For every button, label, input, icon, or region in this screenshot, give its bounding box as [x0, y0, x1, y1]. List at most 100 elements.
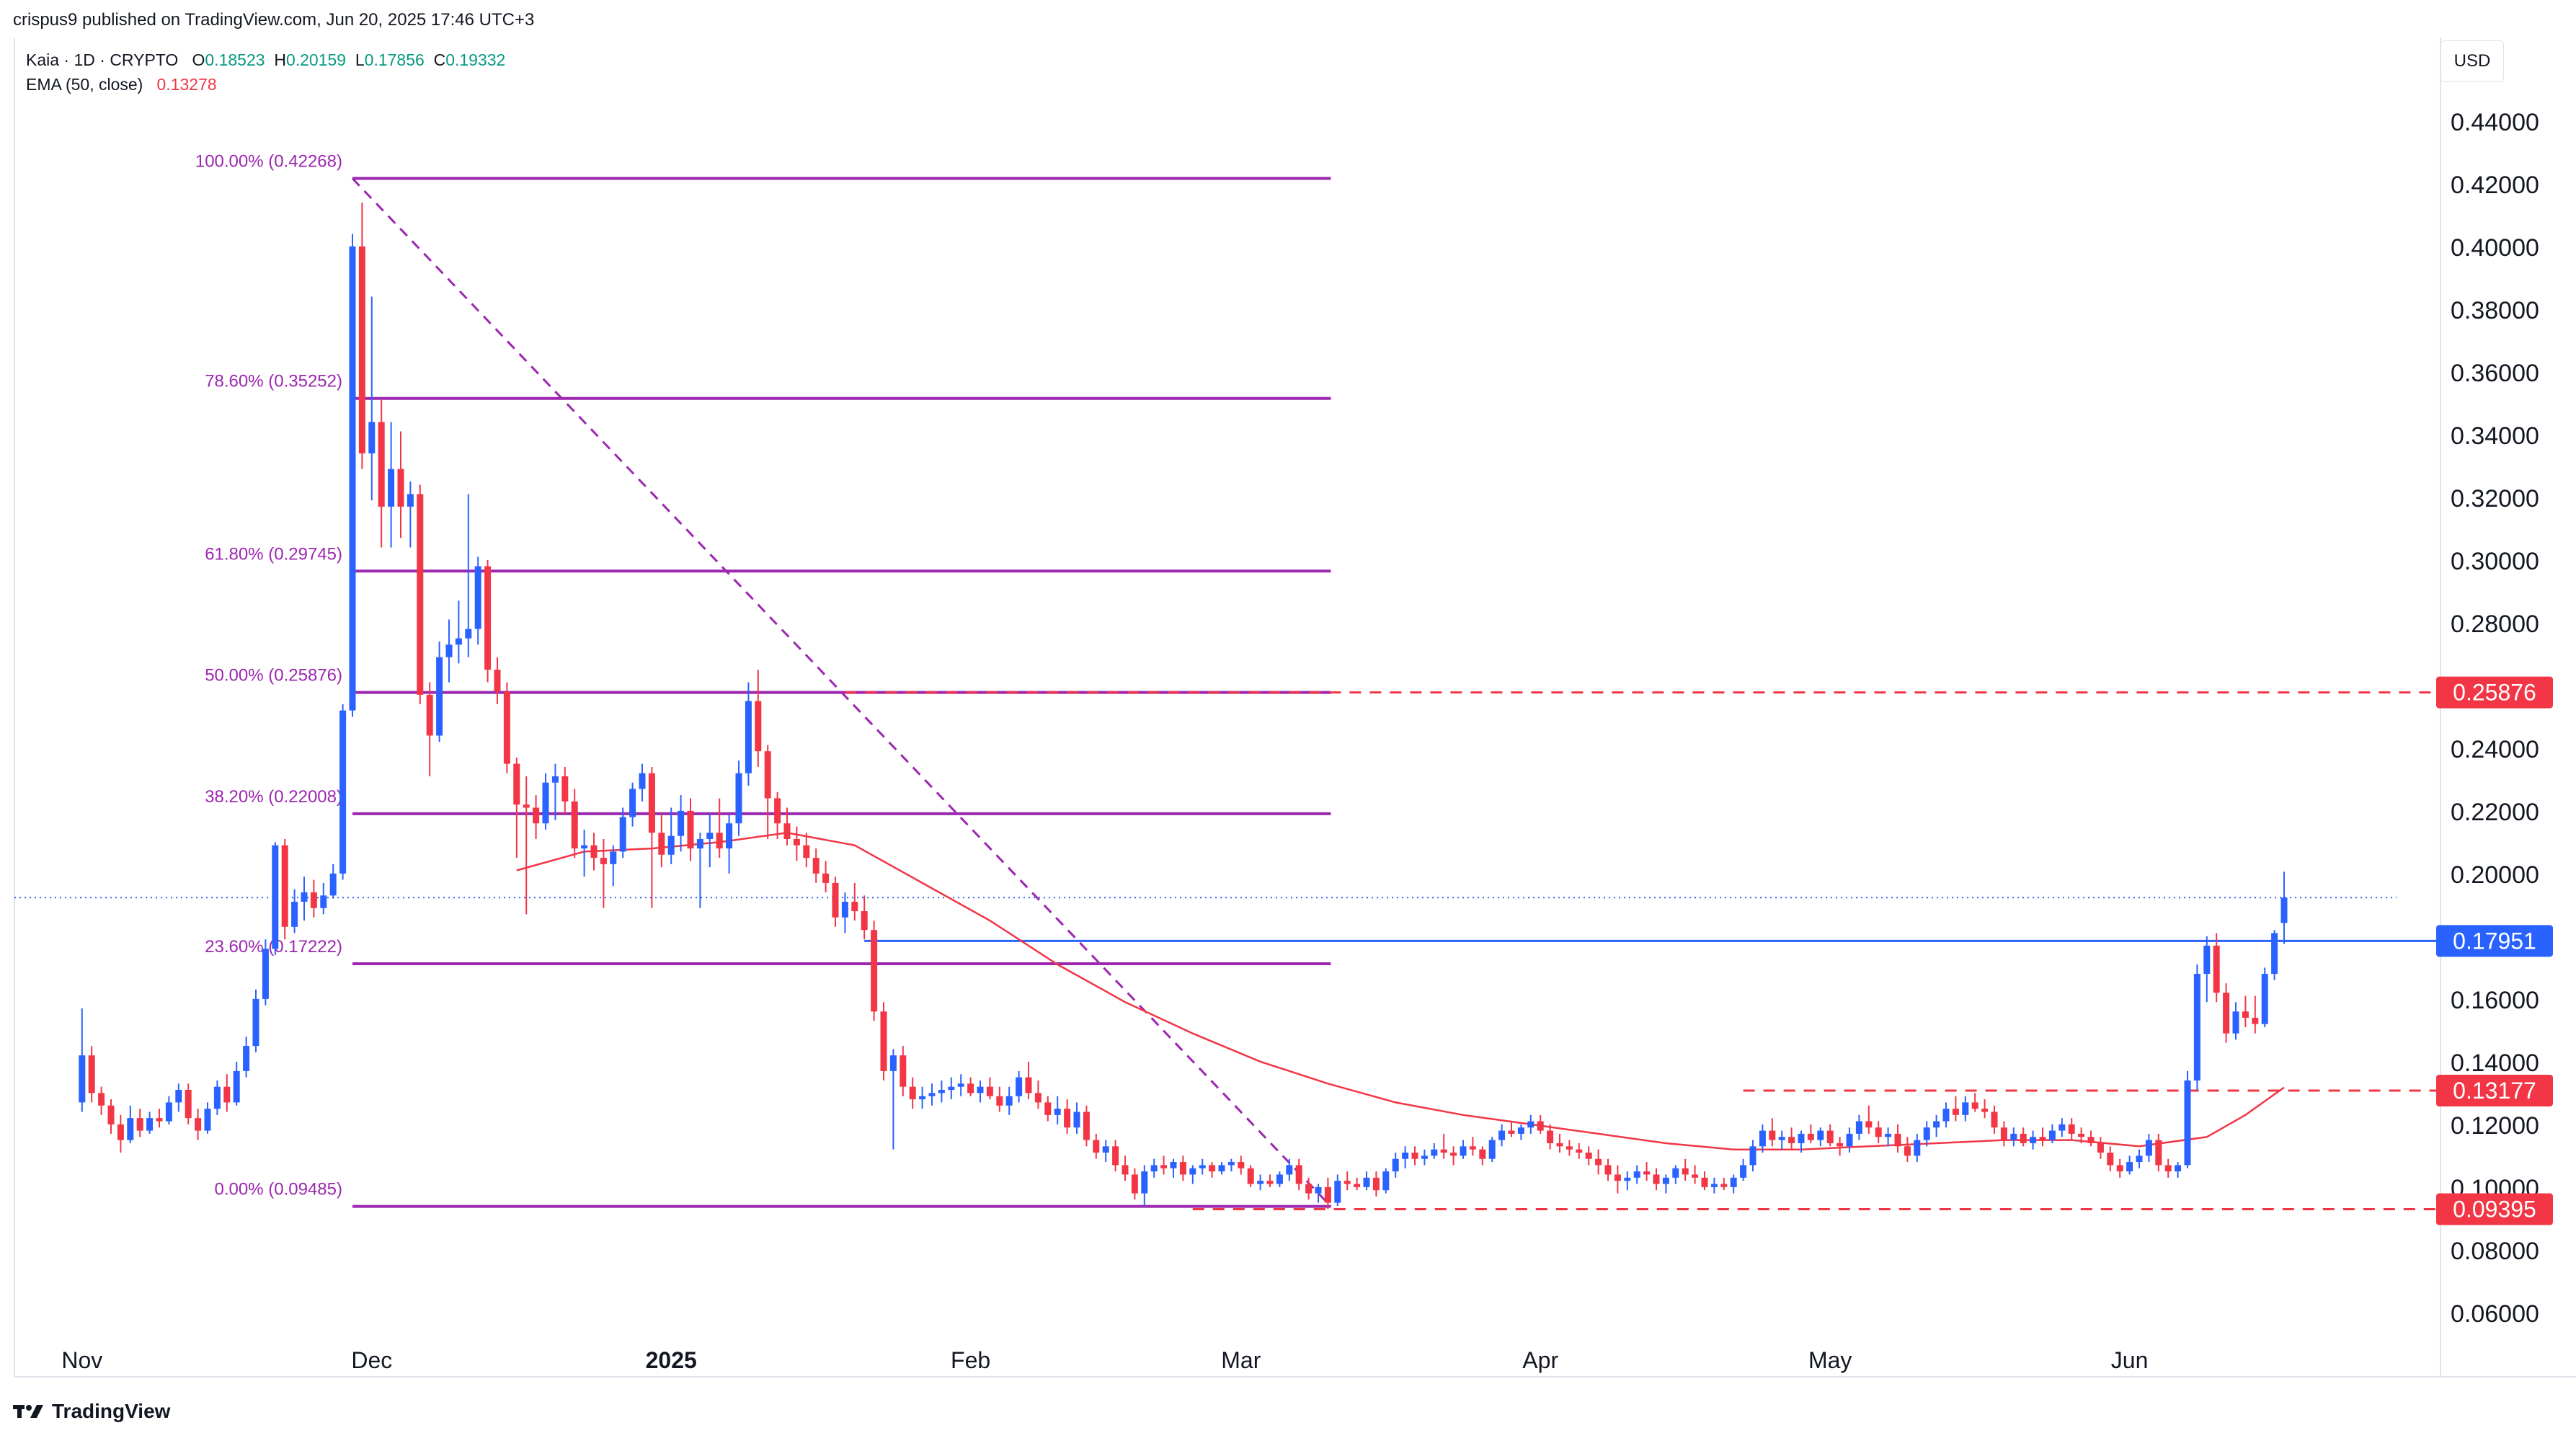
x-tick-label: Nov — [61, 1347, 102, 1373]
candle-body — [79, 1055, 86, 1103]
candle-body — [2155, 1140, 2162, 1166]
candle-body — [1662, 1177, 1669, 1184]
candle-body — [2107, 1153, 2114, 1166]
candle-body — [764, 751, 771, 799]
candle-body — [889, 1055, 897, 1071]
candle-body — [1826, 1130, 1834, 1143]
candle-body — [1131, 1174, 1138, 1194]
candle-body — [436, 657, 443, 736]
candle-body — [2048, 1130, 2056, 1140]
candle-body — [1064, 1109, 1071, 1128]
candle-body — [1025, 1077, 1032, 1093]
candle-body — [977, 1086, 984, 1093]
candle-body — [378, 422, 385, 507]
candle-body — [2271, 933, 2278, 975]
candle-body — [871, 930, 878, 1012]
candle-body — [1537, 1121, 1544, 1131]
candle-body — [2252, 1017, 2259, 1024]
candle-body — [1633, 1171, 1640, 1178]
candle-body — [1817, 1130, 1824, 1140]
candle-body — [909, 1086, 916, 1100]
candle-body — [880, 1011, 887, 1071]
candle-body — [1199, 1165, 1206, 1168]
candle-body — [1450, 1153, 1457, 1156]
candle-body — [1517, 1127, 1524, 1134]
candle-body — [233, 1070, 240, 1103]
y-tick-label: 0.44000 — [2451, 109, 2539, 136]
candle-body — [1354, 1184, 1361, 1187]
candle-body — [957, 1083, 964, 1087]
candle-body — [542, 782, 549, 824]
candle-body — [928, 1093, 936, 1096]
candle-body — [1962, 1102, 1969, 1115]
currency-button[interactable]: USD — [2440, 40, 2504, 82]
candle-body — [243, 1046, 250, 1071]
candle-body — [1730, 1177, 1737, 1187]
candle-body — [1508, 1130, 1515, 1134]
x-tick-label: Dec — [351, 1347, 392, 1373]
candle-body — [1488, 1140, 1496, 1159]
candle-body — [1218, 1165, 1225, 1172]
candle-body — [1547, 1130, 1554, 1143]
candle-body — [407, 494, 414, 507]
candle-body — [667, 835, 675, 855]
candle-body — [2145, 1140, 2152, 1156]
candle-body — [127, 1118, 134, 1140]
candle-body — [2116, 1165, 2123, 1172]
candle-body — [812, 858, 820, 874]
ema-legend[interactable]: EMA (50, close) 0.13278 — [26, 75, 217, 94]
candle-body — [349, 246, 356, 711]
candle-body — [281, 845, 288, 927]
x-tick-label: Jun — [2111, 1347, 2149, 1373]
candle-body — [1885, 1133, 1892, 1137]
high-value: 0.20159 — [285, 50, 347, 69]
candle-body — [2232, 1011, 2239, 1034]
candle-body — [1411, 1153, 1418, 1159]
ema-value: 0.13278 — [156, 75, 217, 94]
candle-body — [368, 422, 376, 453]
candle-body — [1054, 1109, 1061, 1115]
candle-body — [1692, 1174, 1699, 1178]
fib-level-label: 78.60% (0.35252) — [205, 372, 342, 391]
candle-body — [841, 902, 848, 918]
x-tick-label: Feb — [951, 1347, 990, 1373]
candle-body — [2030, 1137, 2037, 1143]
candle-body — [1005, 1096, 1013, 1106]
fib-level-label: 100.00% (0.42268) — [195, 152, 342, 172]
candle-body — [175, 1090, 182, 1103]
candle-body — [822, 873, 830, 883]
candle-body — [1875, 1127, 1882, 1137]
candle-body — [948, 1086, 955, 1090]
candle-body — [310, 892, 317, 908]
candle-body — [900, 1055, 907, 1087]
candle-body — [1798, 1133, 1805, 1143]
open-label: O — [192, 50, 205, 69]
candle-body — [146, 1118, 154, 1131]
candle-body — [358, 246, 365, 453]
candle-body — [1942, 1109, 1950, 1122]
candle-body — [272, 845, 279, 949]
candle-body — [1740, 1165, 1747, 1178]
candle-body — [1150, 1165, 1158, 1172]
candle-body — [213, 1086, 221, 1109]
candle-body — [1170, 1162, 1177, 1168]
candle-body — [1981, 1109, 1989, 1112]
ema-line — [516, 832, 2285, 1150]
candle-body — [1682, 1168, 1689, 1175]
candle-body — [1585, 1153, 1592, 1159]
candle-body — [648, 773, 655, 833]
fib-level-label: 38.20% (0.22008) — [205, 787, 342, 807]
candle-body — [619, 817, 626, 852]
candle-body — [1073, 1112, 1080, 1128]
candle-body — [1576, 1149, 1583, 1153]
candle-body — [1759, 1130, 1766, 1147]
symbol-name[interactable]: Kaia · 1D · CRYPTO — [26, 50, 179, 69]
brand-name: TradingView — [52, 1400, 171, 1422]
candle-body — [1324, 1186, 1331, 1203]
candle-body — [2193, 974, 2200, 1081]
candle-body — [919, 1096, 926, 1100]
candle-body — [445, 644, 453, 657]
tradingview-brand[interactable]: TradingView — [13, 1400, 170, 1423]
candle-body — [1102, 1146, 1109, 1153]
